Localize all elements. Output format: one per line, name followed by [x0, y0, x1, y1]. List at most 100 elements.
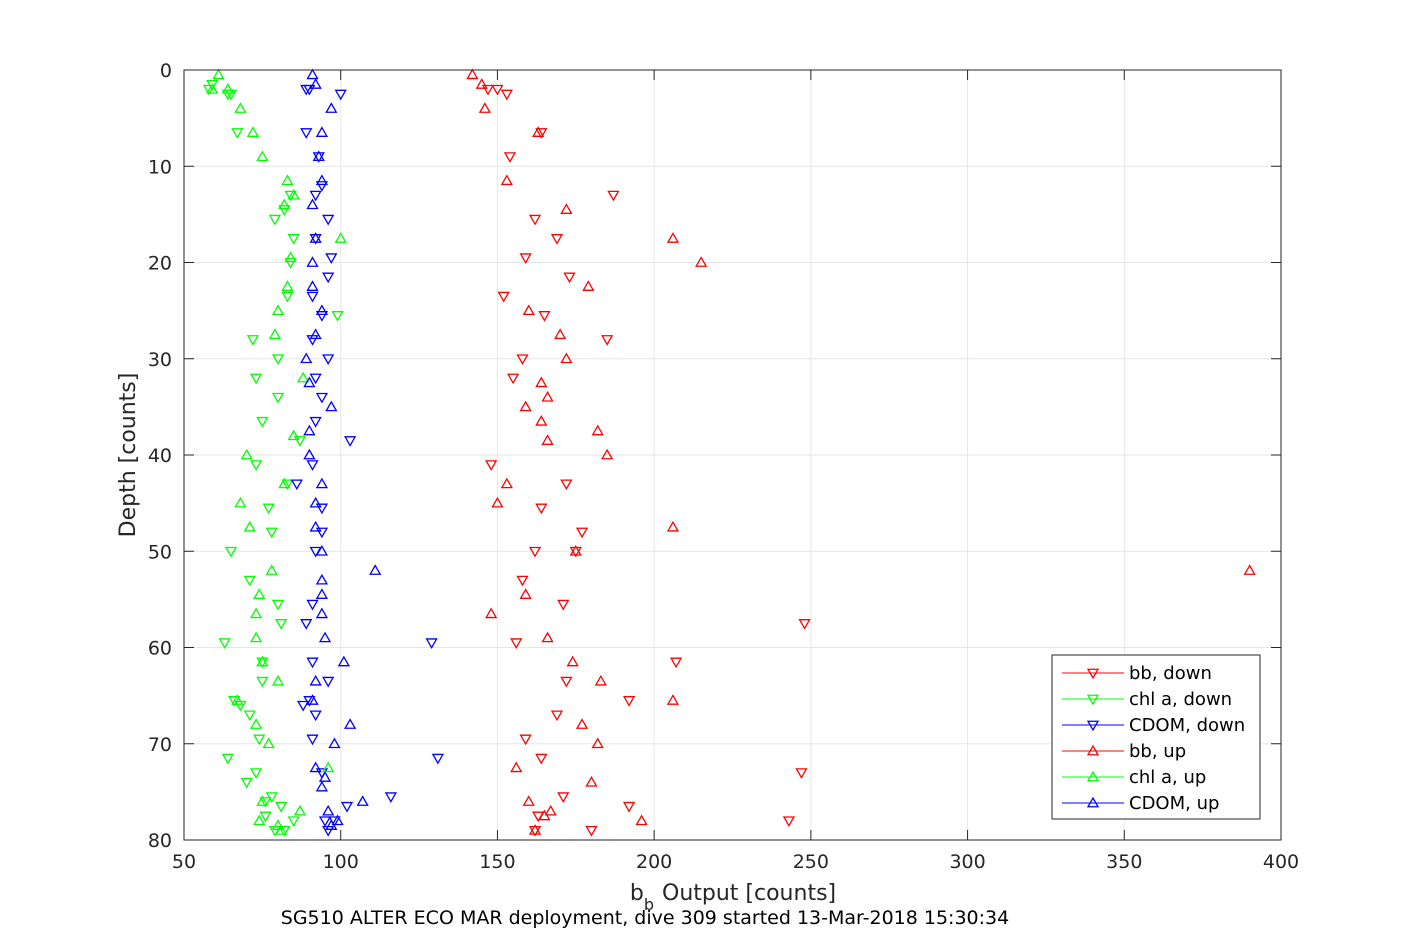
data-point — [485, 460, 498, 471]
legend-marker — [1086, 770, 1100, 782]
y-tick-label: 60 — [148, 638, 172, 660]
data-point — [544, 804, 557, 816]
data-point — [234, 496, 247, 508]
data-point — [256, 655, 269, 667]
data-point — [563, 272, 576, 284]
data-point — [265, 527, 278, 539]
data-point — [585, 775, 598, 787]
data-point — [262, 503, 275, 515]
series-4 — [206, 68, 347, 835]
x-tick-label: 200 — [636, 851, 672, 873]
data-point — [206, 80, 219, 91]
data-point — [528, 824, 542, 835]
data-point — [369, 564, 382, 575]
data-point — [343, 718, 357, 729]
data-point — [262, 737, 275, 749]
legend-entry-label: bb, up — [1129, 741, 1186, 762]
data-point — [497, 291, 510, 303]
data-point — [334, 89, 347, 101]
data-point — [271, 392, 285, 404]
data-point — [560, 479, 573, 491]
data-point — [256, 795, 269, 806]
data-point — [315, 503, 329, 515]
data-point — [325, 819, 338, 830]
data-point — [666, 520, 680, 532]
data-point — [306, 280, 319, 291]
data-point — [500, 174, 513, 186]
data-point — [306, 599, 319, 611]
data-point — [315, 477, 329, 489]
data-point — [337, 655, 350, 667]
data-point — [271, 819, 285, 830]
data-point — [601, 335, 614, 346]
data-point — [485, 607, 498, 619]
data-point — [290, 479, 303, 491]
data-point — [303, 448, 316, 460]
data-point — [541, 390, 554, 402]
data-point — [306, 256, 319, 267]
x-tick-label: 50 — [172, 851, 196, 873]
data-point — [315, 573, 329, 585]
data-point — [334, 232, 347, 243]
data-point — [249, 607, 263, 619]
data-point — [315, 392, 329, 404]
data-point — [234, 102, 247, 113]
data-point — [315, 311, 329, 322]
data-point — [284, 190, 297, 202]
data-point — [569, 544, 582, 556]
axis-ticks: 50 100 150 200 250 300 350 400 0 10 20 30 40 50 60 70 80 — [148, 60, 1299, 873]
data-point — [795, 768, 808, 779]
data-point — [315, 588, 329, 599]
data-point — [300, 619, 313, 630]
data-point — [249, 631, 263, 643]
data-point — [582, 280, 595, 291]
data-point — [309, 373, 322, 385]
data-point — [666, 232, 680, 243]
data-point — [259, 797, 272, 808]
series-1 — [202, 80, 344, 837]
data-point — [309, 674, 322, 686]
data-point — [322, 804, 335, 816]
data-point — [265, 564, 278, 575]
x-tick-label: 300 — [949, 851, 985, 873]
series-3 — [466, 68, 1256, 835]
data-point — [478, 102, 492, 113]
data-point — [481, 84, 495, 96]
data-point — [503, 152, 517, 163]
data-point — [315, 527, 329, 539]
data-point — [306, 291, 319, 303]
data-point — [287, 429, 300, 441]
data-point — [535, 376, 548, 388]
data-point — [575, 527, 589, 539]
data-point — [322, 272, 335, 284]
data-point — [532, 126, 545, 137]
data-point — [278, 198, 291, 210]
data-point — [315, 607, 329, 619]
data-point — [594, 674, 607, 686]
data-point — [309, 496, 322, 508]
data-point — [601, 448, 614, 460]
data-point — [475, 78, 488, 89]
data-point — [271, 599, 285, 611]
data-point — [249, 768, 263, 779]
legend-marker — [1086, 744, 1100, 756]
data-point — [309, 416, 322, 428]
legend-entry-label: CDOM, up — [1129, 793, 1219, 814]
data-points — [202, 68, 1256, 837]
data-point — [343, 436, 357, 447]
data-point — [284, 251, 297, 263]
data-point — [306, 734, 319, 746]
x-tick-label: 150 — [479, 851, 515, 873]
data-point — [510, 638, 523, 649]
data-point — [309, 710, 322, 722]
y-tick-label: 50 — [148, 541, 172, 563]
data-point — [275, 801, 288, 813]
data-point — [331, 814, 344, 826]
data-point — [221, 753, 235, 765]
data-point — [271, 674, 285, 686]
data-point — [535, 128, 548, 139]
data-point — [522, 795, 535, 806]
data-point — [510, 761, 523, 773]
data-point — [243, 520, 256, 532]
data-point — [782, 816, 796, 828]
